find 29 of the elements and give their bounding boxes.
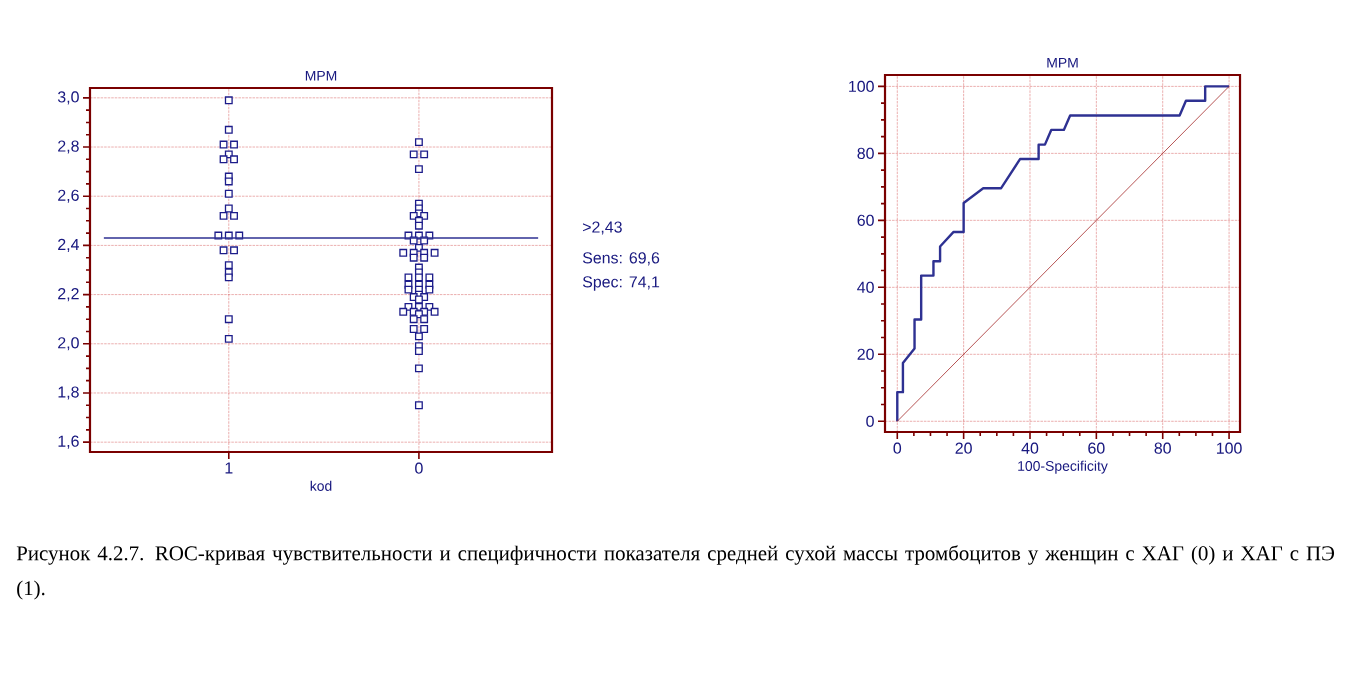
text: Spec: 74,1	[582, 276, 660, 291]
y-tick-label: 40	[857, 281, 874, 293]
text: Sens: 69,6	[582, 252, 660, 266]
x-axis-title: 100-Specificity	[1018, 460, 1108, 474]
x-tick-label: 20	[955, 442, 972, 454]
y-tick-label: 2,8	[58, 140, 79, 154]
y-tick-label: 20	[857, 348, 874, 360]
x-tick-label: 0	[893, 442, 902, 454]
y-tick-label: 2,0	[58, 337, 79, 351]
y-tick-label: 60	[857, 214, 874, 226]
x-tick-label: 60	[1088, 442, 1105, 454]
text: Рисунок 4.2.7. ROC-кривая чувствительности и специфичности показателя средней сухой массы тромбоцитов у женщин с ХАГ (0) и ХАГ с ПЭ (1).	[16, 545, 1335, 600]
y-tick-label: 2,6	[58, 189, 79, 203]
x-tick-label: 1	[225, 462, 233, 474]
x-tick-label: 40	[1021, 442, 1039, 454]
y-tick-label: 2,2	[58, 288, 79, 302]
x-tick-label: 80	[1154, 442, 1171, 454]
y-tick-label: 0	[866, 415, 874, 427]
y-tick-label: 80	[857, 147, 874, 159]
y-tick-label: 1,8	[58, 386, 79, 400]
ref-line-label: >2,43	[582, 221, 622, 235]
x-tick-label: 100	[1216, 442, 1242, 454]
x-axis-title: kod	[310, 480, 332, 491]
chart-title: MPM	[1047, 57, 1078, 68]
chart-title: MPM	[305, 70, 337, 81]
y-tick-label: 3,0	[57, 91, 79, 105]
y-tick-label: 2,4	[58, 238, 79, 252]
y-tick-label: 1,6	[58, 435, 79, 449]
y-tick-label: 100	[849, 80, 874, 93]
